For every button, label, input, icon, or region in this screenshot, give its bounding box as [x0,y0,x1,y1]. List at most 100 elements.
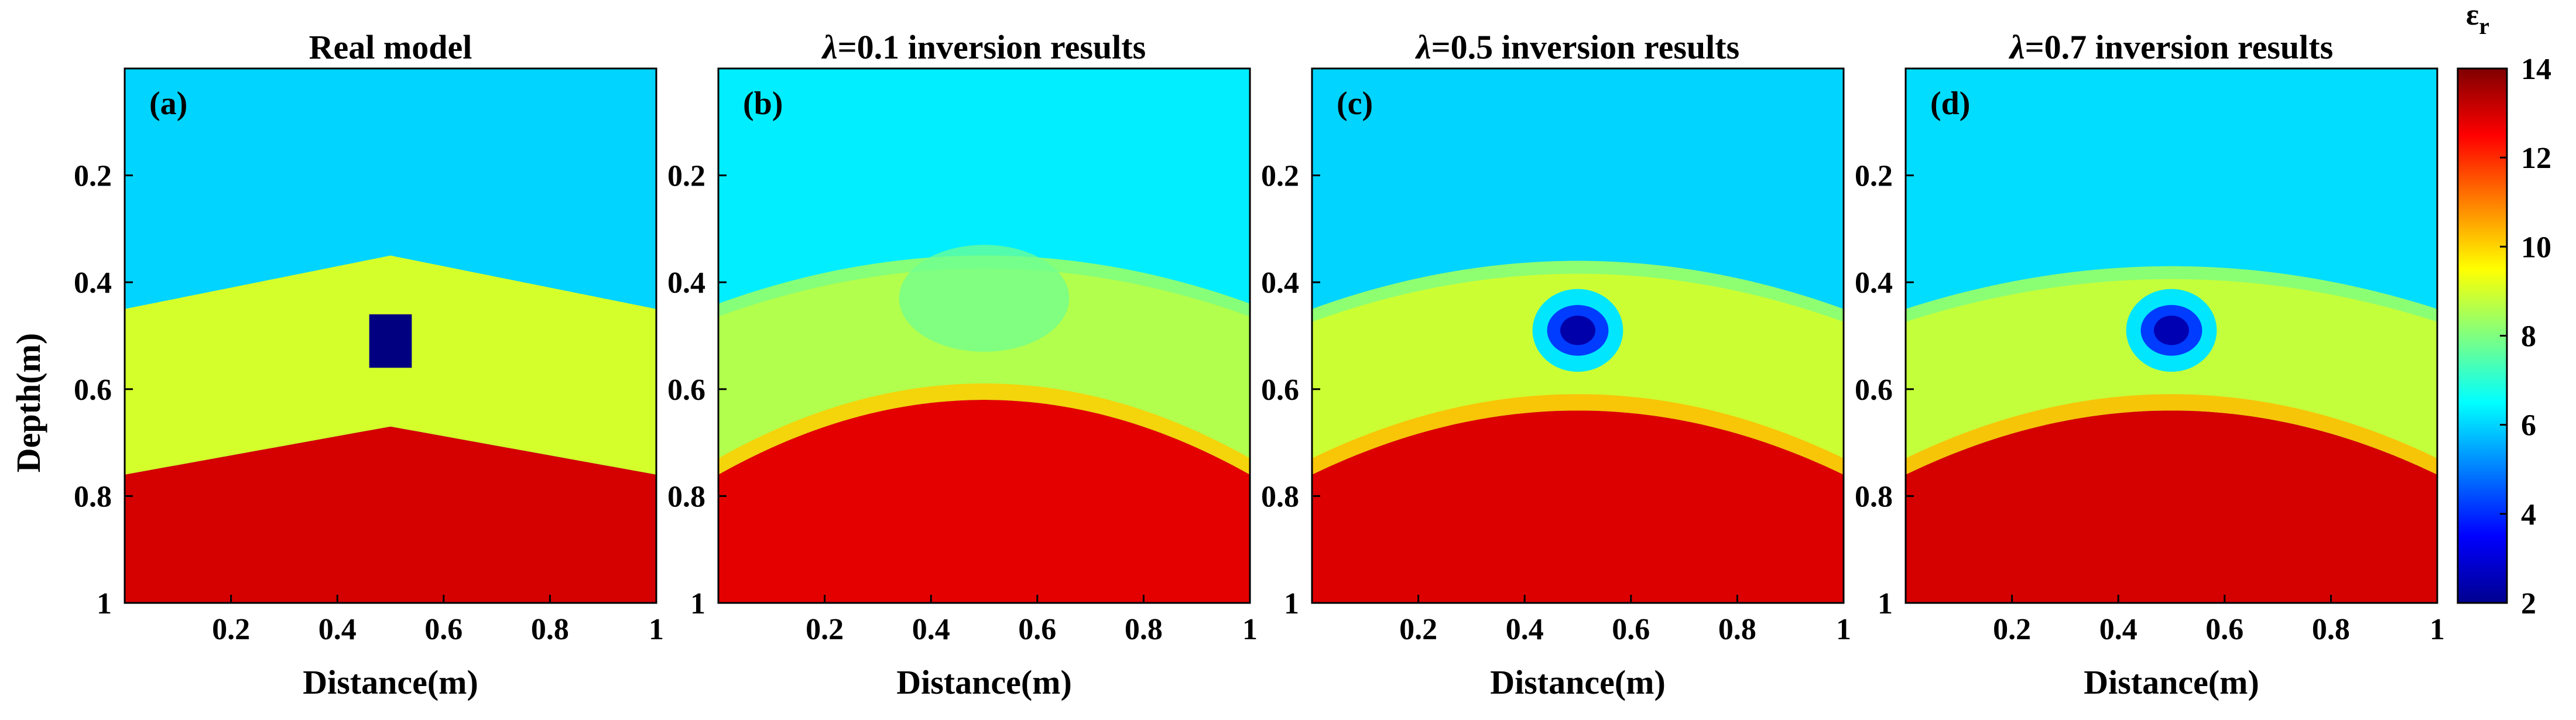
panel-a-anomaly [369,314,412,368]
panel-b-xtick-label: 1 [1242,613,1258,646]
panel-c-xlabel: Distance(m) [1490,663,1666,701]
panel-a-ytick-label: 0.2 [74,160,112,193]
colorbar-tick-label: 2 [2521,587,2536,620]
panel-b-smeared-zone [899,245,1070,352]
panel-a-ytick-label: 1 [97,587,112,620]
panel-d-frame [1904,67,2438,604]
panel-c-title-text: =0.5 inversion results [1431,28,1740,66]
panel-b-upper-transition [718,255,1250,317]
panel-d-xtick-label: 1 [2430,613,2445,646]
panel-c-plot: (c) 0.2 0.4 0.6 0.8 1 0.2 0.4 0.6 0.8 1 [1261,67,1851,646]
panel-d-xtick-label: 0.8 [2312,613,2350,646]
panel-d-upper-transition [1906,266,2437,322]
panel-b-ytick-label: 0.2 [667,160,705,193]
panel-d-xtick-label: 0.6 [2205,613,2243,646]
colorbar-tick-label: 12 [2521,142,2551,175]
panel-c-ytick-label: 0.8 [1261,480,1299,513]
panel-b-frame [717,67,1251,604]
panel-a-ytick-label: 0.6 [74,373,112,407]
panel-a-xtick-label: 0.6 [424,613,463,646]
panel-c-xtick-label: 0.8 [1718,613,1756,646]
panel-a-title: Real model [309,28,472,66]
panel-d-ytick-label: 0.2 [1855,160,1893,193]
panel-d-title-text: =0.7 inversion results [2025,28,2334,66]
panel-c-ytick-label: 0.4 [1261,266,1299,300]
panel-c-title: λ=0.5 inversion results [1415,28,1739,66]
panel-b-transition-band [718,383,1250,475]
panel-b-ytick-label: 0.6 [667,373,705,407]
panel-c-frame [1311,67,1845,604]
colorbar: εr 2 4 6 8 10 12 14 [2457,0,2551,620]
panel-c-ytick-label: 0.6 [1261,373,1299,407]
panel-d-transition-band [1906,394,2437,475]
colorbar-tick-label: 4 [2521,498,2536,532]
panel-c-xtick-label: 0.2 [1399,613,1437,646]
panel-c-bottom-layer [1312,410,1844,603]
colorbar-tick-label: 6 [2521,409,2536,443]
panel-c: λ=0.5 inversion results (c) 0.2 0.4 0.6 0.8 1… [1261,28,1851,701]
panel-a-ylabel: Depth(m) [9,333,47,472]
panel-d-ytick-label: 0.6 [1855,373,1893,407]
panel-c-title-prefix: λ [1415,28,1431,66]
panel-b-xtick-label: 0.4 [912,613,950,646]
panel-d-bottom-layer [1906,410,2437,603]
panel-d-ytick-label: 0.8 [1855,480,1893,513]
panel-c-anomaly [1560,316,1595,345]
colorbar-tick-label: 14 [2521,53,2551,86]
panel-a-plot: (a) 0.2 0.4 0.6 0.8 1 0.2 0.4 0.6 0.8 1 [74,67,664,646]
colorbar-label: εr [2466,0,2489,39]
panel-b-ytick-label: 0.4 [667,266,705,300]
panel-d-title: λ=0.7 inversion results [2009,28,2333,66]
panel-a-xlabel: Distance(m) [303,663,478,701]
panel-d-plot: (d) 0.2 0.4 0.6 0.8 1 0.2 0.4 0.6 0.8 1 [1855,67,2445,646]
panel-b-bottom-layer [718,400,1250,603]
panel-c-ytick-label: 0.2 [1261,160,1299,193]
panel-a-label: (a) [149,85,187,122]
panel-b-title: λ=0.1 inversion results [821,28,1146,66]
panel-a-xtick-label: 0.8 [531,613,569,646]
panel-b-xtick-label: 0.2 [806,613,844,646]
panel-b-label: (b) [743,85,783,122]
panel-b-plot: (b) 0.2 0.4 0.6 0.8 1 0.2 0.4 0.6 0.8 1 [667,67,1258,646]
panel-b-xlabel: Distance(m) [896,663,1072,701]
panel-b-ytick-label: 0.8 [667,480,705,513]
panel-b-ytick-label: 1 [690,587,705,620]
colorbar-label-main: ε [2466,0,2479,32]
panel-a-bottom-layer [125,426,656,603]
panel-b-title-text: =0.1 inversion results [838,28,1146,66]
panel-d-xtick-label: 0.4 [2099,613,2137,646]
panel-a-xtick-label: 0.4 [318,613,357,646]
panel-d-anomaly [2154,316,2189,345]
panel-c-xtick-label: 1 [1836,613,1851,646]
panel-c-xtick-label: 0.6 [1612,613,1650,646]
panel-a-title-text: Real model [309,28,472,66]
panel-b-title-prefix: λ [821,28,838,66]
panel-b-middle-layer [718,255,1250,475]
panel-c-upper-transition [1312,260,1844,322]
panel-d-label: (d) [1930,85,1970,122]
panel-a-ytick-label: 0.8 [74,480,112,513]
panel-c-label: (c) [1337,85,1373,122]
panel-a-ytick-label: 0.4 [74,266,112,300]
panel-b-xtick-label: 0.8 [1125,613,1163,646]
panel-a-xtick-label: 1 [649,613,664,646]
panel-d-xtick-label: 0.2 [1993,613,2031,646]
colorbar-label-sub: r [2479,13,2489,39]
colorbar-ticks: 2 4 6 8 10 12 14 [2500,53,2551,620]
panel-c-ytick-label: 1 [1284,587,1299,620]
panel-d-ytick-label: 0.4 [1855,266,1893,300]
panel-d-ytick-label: 1 [1878,587,1893,620]
panel-a-frame [124,67,657,604]
panel-b-xtick-label: 0.6 [1018,613,1056,646]
colorbar-tick-label: 8 [2521,320,2536,354]
panel-c-xtick-label: 0.4 [1506,613,1544,646]
panel-d-title-prefix: λ [2009,28,2025,66]
panel-a-xtick-label: 0.2 [212,613,250,646]
panel-b: λ=0.1 inversion results (b) 0.2 0.4 0.6 0.8 1… [667,28,1258,701]
colorbar-gradient [2457,67,2508,604]
panel-a: Real model (a) 0.2 0.4 0.6 0.8 1 0.2 0.4 0.6 0.8 1… [9,28,664,701]
colorbar-tick-label: 10 [2521,231,2551,264]
panel-c-transition-band [1312,394,1844,475]
panel-d-xlabel: Distance(m) [2084,663,2259,701]
